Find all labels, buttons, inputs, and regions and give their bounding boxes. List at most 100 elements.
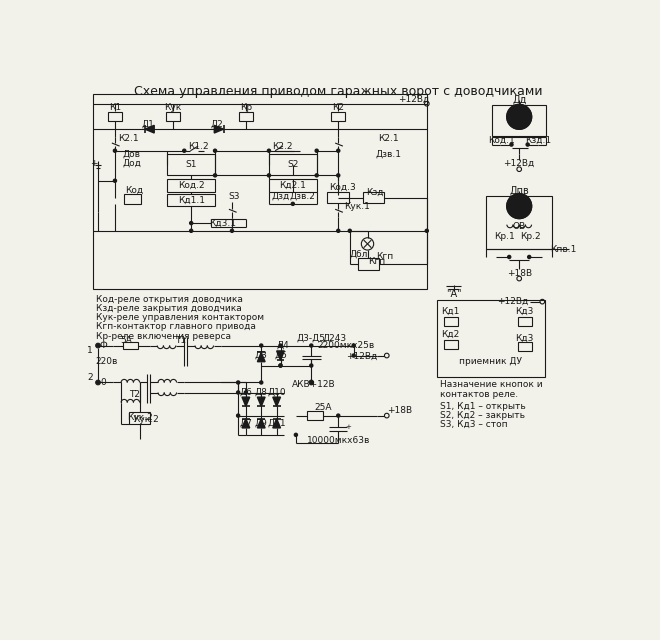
Bar [166, 112, 180, 122]
Circle shape [259, 381, 263, 384]
Bar [358, 258, 379, 270]
Bar [437, 300, 544, 377]
Text: 10000мкх63в: 10000мкх63в [306, 436, 370, 445]
Circle shape [508, 255, 511, 259]
Text: S2: S2 [287, 160, 298, 169]
Text: ОВ: ОВ [513, 223, 526, 232]
Text: S2, Кд2 – закрыть: S2, Кд2 – закрыть [440, 411, 525, 420]
Polygon shape [257, 397, 265, 406]
Circle shape [510, 107, 529, 127]
Text: +12Вд: +12Вд [346, 352, 377, 361]
Circle shape [267, 149, 271, 152]
Text: 25А: 25А [314, 403, 331, 412]
Text: Код.3: Код.3 [329, 182, 356, 191]
Text: К2.1: К2.1 [119, 134, 139, 143]
Bar [492, 106, 546, 136]
Circle shape [189, 221, 193, 225]
Bar [123, 342, 138, 349]
Text: Д1: Д1 [142, 120, 154, 129]
Polygon shape [277, 351, 284, 360]
Text: T1: T1 [175, 335, 186, 344]
Text: К2.1: К2.1 [378, 134, 399, 143]
Text: Д3: Д3 [255, 351, 268, 360]
Text: Кзд.1: Кзд.1 [525, 136, 552, 145]
Bar [486, 196, 552, 248]
Text: Кд2: Кд2 [442, 330, 460, 339]
Circle shape [237, 391, 240, 394]
Circle shape [291, 202, 294, 205]
Text: Кук.2: Кук.2 [127, 413, 152, 422]
Bar [331, 112, 345, 122]
Polygon shape [214, 125, 224, 133]
Bar [168, 194, 215, 206]
Text: Кр: Кр [240, 103, 252, 112]
Bar [308, 411, 323, 420]
Text: Д11: Д11 [267, 419, 286, 428]
Text: Кр.1: Кр.1 [494, 232, 515, 241]
Circle shape [510, 143, 513, 146]
Circle shape [526, 143, 529, 146]
Text: "А": "А" [446, 289, 461, 299]
Circle shape [294, 433, 298, 436]
Text: К2.2: К2.2 [273, 141, 293, 150]
Circle shape [189, 229, 193, 232]
Circle shape [315, 174, 318, 177]
Text: Кук: Кук [164, 103, 182, 112]
Text: Ф: Ф [100, 341, 108, 350]
Bar [168, 179, 215, 191]
Text: Д8: Д8 [255, 388, 268, 397]
Text: +12Вд: +12Вд [496, 297, 528, 306]
Text: Кд3: Кд3 [515, 307, 534, 316]
Circle shape [337, 229, 340, 232]
Bar [269, 154, 317, 175]
Text: Кд3: Кд3 [515, 334, 534, 343]
Text: Д10: Д10 [267, 388, 286, 397]
Text: S1: S1 [185, 160, 197, 169]
Text: Дов: Дов [123, 149, 141, 158]
Circle shape [310, 364, 313, 367]
Bar [327, 192, 349, 203]
Text: Кгп: Кгп [368, 257, 385, 266]
Text: Кд1.1: Кд1.1 [178, 195, 205, 205]
Circle shape [315, 149, 318, 152]
Text: Кук-реле управления контактором: Кук-реле управления контактором [96, 313, 264, 322]
Polygon shape [145, 125, 154, 133]
Circle shape [96, 344, 100, 347]
Text: +18В: +18В [387, 406, 412, 415]
Text: 2200мкх25в: 2200мкх25в [317, 341, 375, 350]
Circle shape [352, 344, 355, 347]
Polygon shape [257, 419, 265, 428]
Text: Д9: Д9 [255, 419, 268, 428]
Circle shape [279, 364, 282, 367]
Circle shape [310, 344, 313, 347]
Text: +: + [90, 159, 97, 168]
Circle shape [237, 381, 240, 384]
Circle shape [237, 414, 240, 417]
Wedge shape [519, 104, 531, 129]
Text: Назначение кнопок и: Назначение кнопок и [440, 380, 543, 389]
Circle shape [230, 229, 234, 232]
Text: Кук.1: Кук.1 [345, 202, 370, 211]
Text: Кд1: Кд1 [442, 307, 460, 316]
Text: Кд3.1: Кд3.1 [209, 219, 236, 228]
Circle shape [337, 149, 340, 152]
Text: +18В: +18В [507, 269, 532, 278]
Text: Дзд: Дзд [271, 191, 290, 201]
Text: Дод: Дод [123, 159, 141, 168]
Text: контактов реле.: контактов реле. [440, 390, 518, 399]
Text: приемник ДУ: приемник ДУ [459, 357, 522, 366]
Circle shape [310, 381, 313, 384]
Text: 220в: 220в [96, 357, 118, 366]
Polygon shape [257, 353, 265, 362]
Text: +: + [345, 424, 351, 430]
Text: Дд: Дд [512, 95, 527, 105]
Bar [363, 192, 384, 203]
Circle shape [337, 414, 340, 417]
Text: Д4: Д4 [277, 340, 289, 349]
Text: К2: К2 [332, 103, 345, 112]
Circle shape [528, 255, 531, 259]
Text: S3, Кд3 – стоп: S3, Кд3 – стоп [440, 420, 508, 429]
Circle shape [183, 149, 186, 152]
Circle shape [214, 174, 216, 177]
Text: АКВ+12В: АКВ+12В [292, 380, 335, 389]
